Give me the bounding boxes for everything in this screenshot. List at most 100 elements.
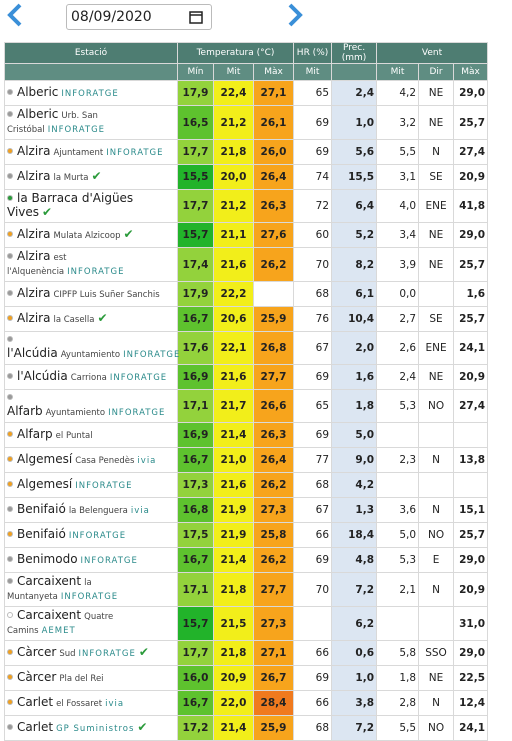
verified-icon: ✔	[91, 168, 102, 183]
value-cell: 66	[293, 640, 333, 666]
header-row: Estació Temperatura (°C) HR (%) Prec. (m…	[4, 42, 489, 64]
station-name: Carlet	[17, 694, 54, 709]
value-cell: 27,3	[252, 606, 295, 641]
value-cell: 25,7	[453, 522, 489, 548]
value-cell: 26,4	[252, 447, 295, 473]
value-cell: 1,0	[331, 665, 378, 691]
value-cell: 27,1	[252, 640, 295, 666]
value-cell: 16,9	[177, 364, 214, 390]
station-place: Urb. San Cristóbal	[7, 111, 98, 135]
value-cell: 9,0	[331, 447, 378, 473]
wind-header: Vent	[376, 42, 489, 64]
value-cell: 69	[293, 422, 333, 448]
value-cell: 2,4	[331, 80, 378, 106]
value-cell: 5,5	[376, 139, 420, 165]
station-row: la Barraca d'Aigües Vives ✔ 17,7 21,2 26,3 72…	[4, 189, 489, 223]
station-name: Benimodo	[17, 551, 78, 566]
value-cell: 4,2	[331, 472, 378, 498]
station-row: Carlet GP Suministros ✔ 17,2 21,4 25,9 68 7,2 5,…	[4, 715, 489, 741]
status-dot	[7, 530, 13, 537]
value-cell: 8,2	[331, 247, 378, 282]
date-input[interactable]: 08/09/2020	[66, 4, 212, 30]
value-cell: 21,6	[213, 247, 254, 282]
status-dot	[7, 253, 13, 259]
value-cell: 15,5	[331, 164, 378, 190]
value-cell: NE	[418, 80, 455, 106]
status-dot	[7, 673, 13, 680]
subheader: Mit	[213, 63, 254, 81]
station-name: Alzira	[17, 310, 51, 325]
value-cell: 16,0	[177, 665, 214, 691]
calendar-icon[interactable]	[189, 10, 203, 24]
station-cell: Alfarp el Puntal	[4, 422, 178, 448]
value-cell: 16,9	[177, 422, 214, 448]
value-cell: 17,7	[177, 139, 214, 165]
value-cell: 20,9	[213, 665, 254, 691]
value-cell: 60	[293, 222, 333, 248]
station-name: Càrcer	[17, 669, 57, 684]
station-cell: Carcaixent Quatre Camins AEMET	[4, 606, 178, 641]
value-cell: 3,2	[376, 105, 420, 140]
status-dot	[7, 723, 13, 730]
table-body: Alberic INFORATGE 17,9 22,4 27,1 65 2,4 4,2 NE 29…	[4, 80, 489, 741]
network-tag: GP Suministros	[56, 723, 135, 734]
value-cell: NO	[418, 522, 455, 548]
value-cell: 69	[293, 139, 333, 165]
value-cell: 7,2	[331, 715, 378, 741]
value-cell: 17,3	[177, 472, 214, 498]
value-cell: NE	[418, 364, 455, 390]
value-cell: 16,8	[177, 497, 214, 523]
station-place: la Murta	[53, 172, 89, 183]
status-dot	[7, 612, 13, 618]
subheader: Mit	[293, 63, 333, 81]
station-row: Alfarb Ayuntamiento INFORATGE 17,1 21,7 26,6 6…	[4, 389, 489, 423]
station-row: Carcaixent Quatre Camins AEMET 15,7 21,5 27,3…	[4, 606, 489, 641]
value-cell: 26,0	[252, 139, 295, 165]
value-cell: 68	[293, 281, 333, 307]
prev-arrow[interactable]	[7, 3, 22, 27]
value-cell: 22,1	[213, 331, 254, 365]
value-cell: 21,7	[213, 389, 254, 423]
date-text: 08/09/2020	[71, 9, 152, 25]
value-cell: E	[418, 547, 455, 573]
value-cell: 4,2	[376, 80, 420, 106]
station-row: Alzira est l'Alquenència INFORATGE 17,4 21,6…	[4, 247, 489, 282]
value-cell: 17,2	[177, 715, 214, 741]
value-cell: 69	[293, 547, 333, 573]
status-dot	[7, 578, 13, 584]
value-cell: 68	[293, 472, 333, 498]
value-cell: 0,0	[376, 281, 420, 307]
value-cell: 69	[293, 364, 333, 390]
value-cell: NE	[418, 222, 455, 248]
value-cell: 26,3	[252, 422, 295, 448]
value-cell: 31,0	[453, 606, 489, 641]
value-cell	[418, 281, 455, 307]
value-cell: 16,5	[177, 105, 214, 140]
station-name: Alberic	[17, 107, 59, 121]
station-row: Alfarp el Puntal 16,9 21,4 26,3 69 5,0	[4, 422, 489, 448]
station-cell: Alberic INFORATGE	[4, 80, 178, 106]
value-cell: 2,6	[376, 331, 420, 365]
network-tag: INFORATGE	[80, 555, 138, 566]
value-cell	[453, 422, 489, 448]
value-cell: 22,4	[213, 80, 254, 106]
station-cell: Alfarb Ayuntamiento INFORATGE	[4, 389, 178, 423]
value-cell: SE	[418, 164, 455, 190]
value-cell: 21,9	[213, 497, 254, 523]
station-cell: Alzira Mulata Alzicoop ✔	[4, 222, 178, 248]
value-cell: 25,7	[453, 105, 489, 140]
value-cell: 0,6	[331, 640, 378, 666]
value-cell: 27,1	[252, 80, 295, 106]
station-row: Alzira la Murta ✔ 15,5 20,0 26,4 74 15,5 3,1 SE 20…	[4, 164, 489, 190]
value-cell: 17,5	[177, 522, 214, 548]
value-cell: NE	[418, 247, 455, 282]
value-cell: 17,1	[177, 572, 214, 607]
verified-icon: ✔	[123, 226, 134, 241]
value-cell: 26,4	[252, 164, 295, 190]
value-cell: 17,9	[177, 281, 214, 307]
value-cell: 27,4	[453, 389, 489, 423]
value-cell: 1,8	[331, 389, 378, 423]
value-cell: 21,5	[213, 606, 254, 641]
verified-icon: ✔	[137, 719, 148, 734]
next-arrow[interactable]	[288, 3, 303, 27]
